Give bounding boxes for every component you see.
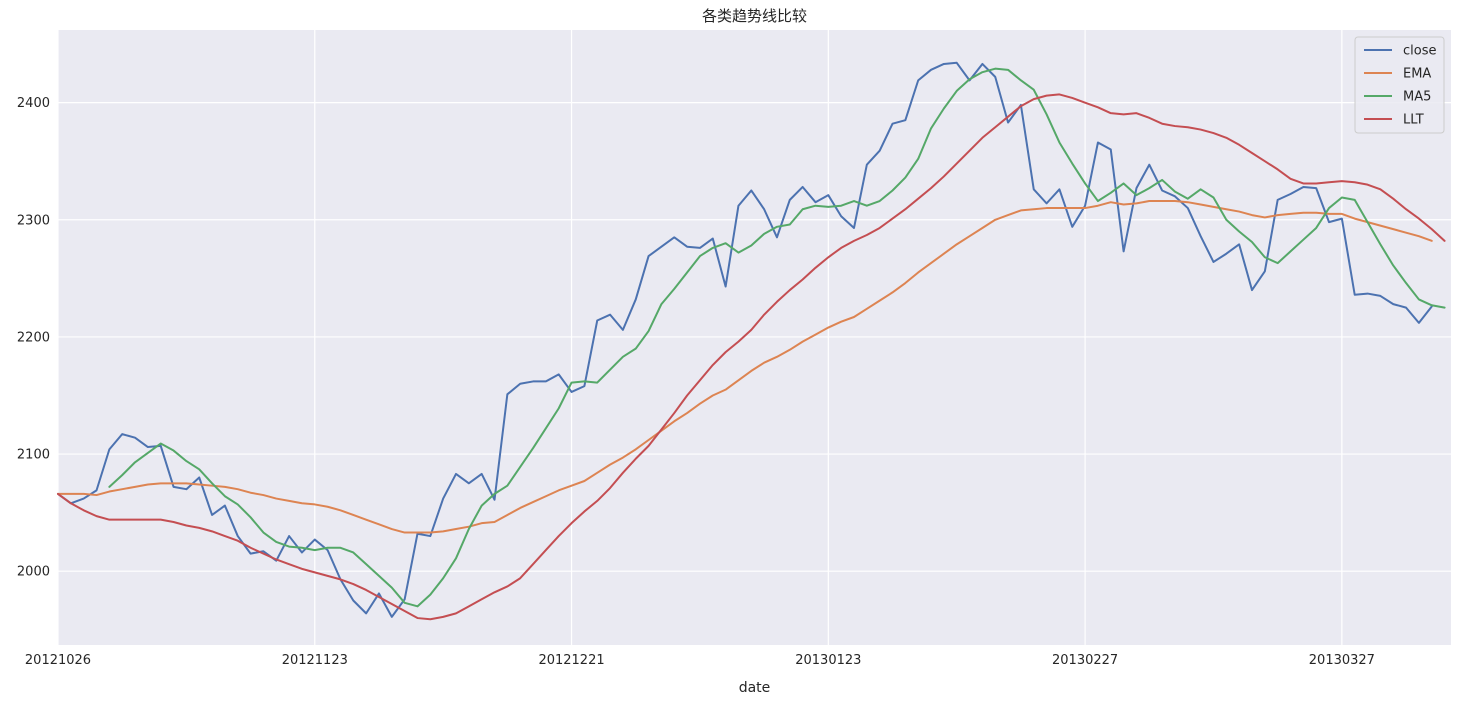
y-tick-label: 2400: [17, 96, 50, 111]
series-line-close: [57, 61, 1433, 618]
x-tick-label: 20130227: [1052, 653, 1118, 668]
series-lines: [57, 61, 1446, 621]
legend-box: [1354, 36, 1445, 134]
y-tick-label: 2200: [17, 330, 50, 345]
x-tick-label: 20121026: [25, 653, 91, 668]
legend-label-close: close: [1403, 44, 1436, 59]
legend-label-llt: LLT: [1403, 113, 1424, 128]
legend-label-ema: EMA: [1403, 67, 1431, 82]
grid-lines: [57, 30, 1451, 645]
series-line-ma5: [108, 67, 1446, 608]
x-tick-label: 20130123: [795, 653, 861, 668]
legend: close EMA MA5 LLT: [1354, 36, 1445, 134]
legend-label-ma5: MA5: [1403, 90, 1431, 105]
x-tick-label: 20121123: [282, 653, 348, 668]
y-tick-label: 2000: [17, 565, 50, 580]
series-line-ema: [57, 200, 1433, 534]
series-line-llt: [57, 93, 1446, 621]
chart-title: 各类趋势线比较: [702, 7, 807, 25]
y-tick-label: 2100: [17, 448, 50, 463]
y-tick-label: 2300: [17, 213, 50, 228]
x-axis-label: date: [739, 680, 771, 696]
x-tick-label: 20121221: [538, 653, 604, 668]
tick-labels: 2000 2100 2200 2300 2400 20121026 20121123 2012…: [17, 96, 1375, 668]
x-tick-label: 20130327: [1309, 653, 1375, 668]
